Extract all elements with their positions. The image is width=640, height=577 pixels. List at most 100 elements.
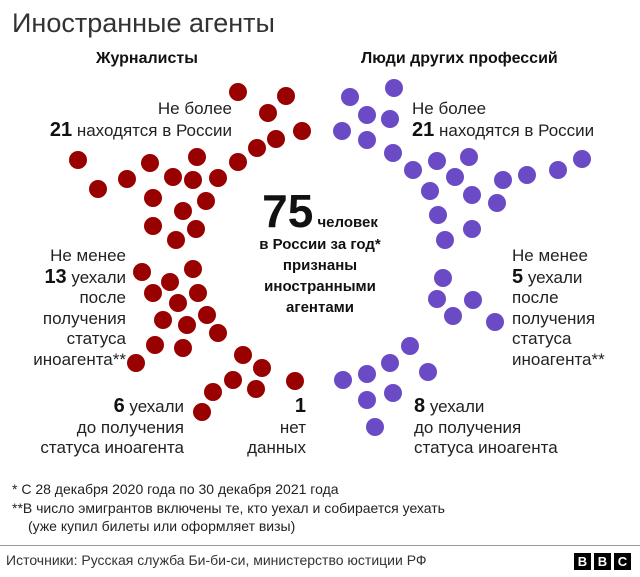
journalist-dot-left-before (193, 403, 211, 421)
other-dot-left-before (381, 354, 399, 372)
footer-divider (0, 545, 640, 546)
j-left-before-label: 6 уехали до получения статуса иноагента (40, 396, 184, 459)
other-dot-left-before (334, 371, 352, 389)
other-dot-in-russia (463, 186, 481, 204)
journalist-dot-left-after (189, 284, 207, 302)
other-dot-left-before (384, 384, 402, 402)
label-line: Не менее (50, 246, 126, 265)
other-dot-in-russia (381, 110, 399, 128)
logo-letter: B (574, 553, 591, 570)
label-line: получения (42, 308, 126, 328)
journalist-dot-in-russia (144, 189, 162, 207)
label-text: находятся в России (76, 120, 232, 140)
label-line: Не более (412, 99, 487, 118)
o-left-after-label: Не менее 5 уехали после получения статус… (512, 246, 605, 370)
count: 1 (294, 395, 306, 417)
journalist-dot-in-russia (259, 104, 277, 122)
other-dot-in-russia (436, 231, 454, 249)
footnote-3: (уже купил билеты или оформляет визы) (28, 518, 296, 534)
other-dot-left-before (358, 365, 376, 383)
label-line: иноагента** (512, 349, 605, 369)
journalist-dot-left-after (174, 339, 192, 357)
journalist-dot-in-russia (187, 220, 205, 238)
journalist-dot-in-russia (118, 170, 136, 188)
journalists-header: Журналисты (96, 50, 198, 67)
other-dot-in-russia (341, 88, 359, 106)
label-text: уехали (527, 267, 583, 287)
footnote-2: **В число эмигрантов включены те, кто уе… (12, 500, 445, 516)
journalist-dot-in-russia (164, 168, 182, 186)
other-dot-in-russia (460, 148, 478, 166)
summary-line: признаны (282, 257, 358, 274)
label-line: данных (247, 438, 306, 457)
summary-line: иностранными (264, 278, 376, 295)
other-dot-in-russia (463, 220, 481, 238)
journalist-dot-in-russia (267, 130, 285, 148)
other-dot-in-russia (384, 144, 402, 162)
journalist-dot-in-russia (69, 151, 87, 169)
journalist-dot-left-after (144, 284, 162, 302)
journalist-dot-left-before (224, 371, 242, 389)
label-text: уехали (71, 267, 126, 287)
summary-line: агентами (286, 299, 354, 316)
label-line: Не более (157, 99, 232, 118)
other-dot-left-after (434, 269, 452, 287)
label-line: статуса иноагента (414, 438, 558, 457)
other-dot-left-before (419, 363, 437, 381)
journalist-dot-left-after (161, 273, 179, 291)
j-left-after-label: Не менее 13 уехали после получения стату… (33, 246, 126, 370)
other-dot-in-russia (573, 150, 591, 168)
journalist-dot-left-before (234, 346, 252, 364)
other-dot-in-russia (358, 131, 376, 149)
count: 6 (113, 395, 125, 417)
j-no-data-label: 1 нет данных (247, 396, 306, 459)
label-line: иноагента** (33, 349, 126, 369)
label-line: получения (512, 308, 596, 328)
other-dot-in-russia (358, 106, 376, 124)
journalist-dot-in-russia (174, 202, 192, 220)
journalist-dot-in-russia (144, 217, 162, 235)
journalist-dot-in-russia (184, 171, 202, 189)
count: 5 (512, 265, 524, 288)
journalist-dot-left-after (209, 324, 227, 342)
label-line: Не менее (512, 246, 588, 265)
other-dot-left-after (464, 291, 482, 309)
label-line: статуса (512, 329, 572, 348)
journalist-dot-left-after (184, 260, 202, 278)
journalist-dot-left-before (253, 359, 271, 377)
journalist-dot-in-russia (89, 180, 107, 198)
summary-line: в России за год* (259, 236, 381, 253)
other-dot-in-russia (446, 168, 464, 186)
journalist-dot-left-after (169, 294, 187, 312)
footnote-1: * С 28 декабря 2020 года по 30 декабря 2… (12, 481, 339, 497)
other-dot-in-russia (404, 161, 422, 179)
o-in-russia-label: Не более 21 находятся в России (412, 99, 594, 141)
total-summary: 75 человек в России за год* признаны ино… (200, 188, 440, 318)
other-dot-left-before (358, 391, 376, 409)
other-dot-left-after (428, 290, 446, 308)
journalist-dot-in-russia (277, 87, 295, 105)
label-line: нет (279, 417, 306, 437)
other-dot-in-russia (518, 166, 536, 184)
label-line: до получения (76, 417, 184, 437)
other-dot-left-after (444, 307, 462, 325)
journalist-dot-no-data (286, 372, 304, 390)
label-line: статуса (66, 329, 126, 348)
journalist-dot-left-before (247, 380, 265, 398)
other-dot-in-russia (428, 152, 446, 170)
source-text: Источники: Русская служба Би-би-си, мини… (6, 552, 427, 568)
journalist-dot-in-russia (229, 83, 247, 101)
count: 13 (44, 265, 67, 288)
journalist-dot-in-russia (197, 192, 215, 210)
journalist-dot-in-russia (293, 122, 311, 140)
other-dot-in-russia (333, 122, 351, 140)
other-dot-left-before (366, 418, 384, 436)
journalist-dot-in-russia (167, 231, 185, 249)
other-dot-in-russia (549, 161, 567, 179)
label-line: после (512, 288, 559, 307)
other-dot-in-russia (421, 182, 439, 200)
other-dot-in-russia (488, 194, 506, 212)
label-line: до получения (414, 417, 522, 437)
journalist-dot-left-after (133, 263, 151, 281)
